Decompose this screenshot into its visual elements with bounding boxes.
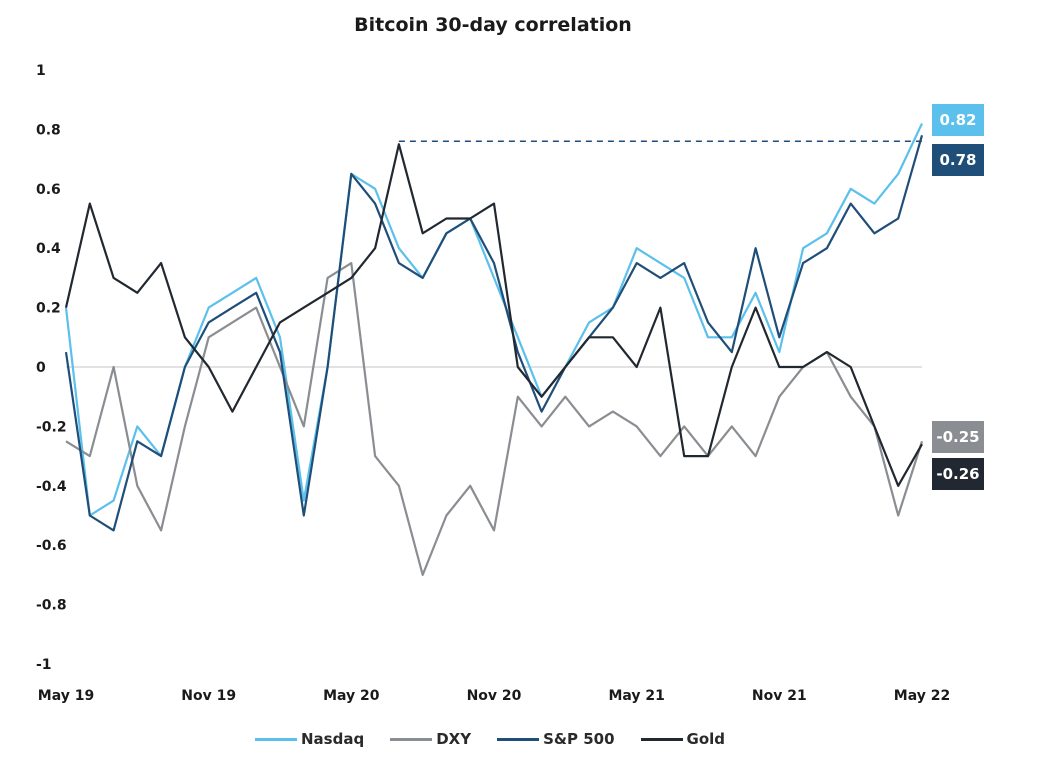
- legend-swatch: [255, 737, 297, 741]
- y-tick-label: 0.2: [36, 301, 61, 317]
- legend-label: S&P 500: [543, 730, 615, 748]
- x-tick-label: Nov 21: [752, 688, 807, 704]
- y-tick-label: 1: [36, 63, 46, 79]
- legend-label: DXY: [436, 730, 472, 748]
- end-value-label: -0.25: [936, 428, 979, 446]
- x-tick-label: May 20: [323, 688, 380, 704]
- y-tick-label: -1: [36, 657, 52, 673]
- legend-swatch: [640, 737, 683, 741]
- legend-item: S&P 500: [497, 730, 615, 748]
- legend: Nasdaq DXY S&P 500 Gold: [255, 730, 725, 748]
- y-tick-label: 0.4: [36, 241, 61, 257]
- legend-label: Nasdaq: [301, 730, 365, 748]
- legend-swatch: [497, 737, 540, 741]
- y-tick-label: 0.6: [36, 182, 61, 198]
- series-line-s-p-500: [64, 134, 924, 532]
- x-tick-label: Nov 20: [467, 688, 522, 704]
- y-tick-label: 0.8: [36, 122, 61, 138]
- chart-title: Bitcoin 30-day correlation: [354, 14, 632, 36]
- legend-swatch: [390, 737, 433, 741]
- y-tick-label: 0: [36, 360, 46, 376]
- end-value-box: [932, 458, 984, 490]
- legend-item: Nasdaq: [255, 730, 364, 748]
- end-value-box: [932, 421, 984, 453]
- legend-label: Gold: [686, 730, 726, 748]
- x-tick-label: May 21: [608, 688, 664, 704]
- x-tick-label: May 22: [894, 688, 950, 704]
- end-value-box: [932, 144, 984, 176]
- end-value-label: -0.26: [936, 465, 979, 483]
- y-tick-label: -0.4: [36, 479, 67, 495]
- series-line-nasdaq: [64, 123, 923, 517]
- y-tick-label: -0.2: [36, 419, 67, 435]
- series-line-gold: [64, 143, 923, 487]
- x-tick-label: May 19: [38, 688, 94, 704]
- series-line-dxy: [65, 262, 924, 577]
- end-value-label: 0.82: [939, 111, 976, 129]
- end-value-box: [932, 104, 984, 136]
- end-value-label: 0.78: [939, 151, 976, 169]
- y-tick-label: -0.8: [36, 598, 67, 614]
- x-tick-label: Nov 19: [181, 688, 236, 704]
- y-tick-label: -0.6: [36, 538, 67, 554]
- legend-item: DXY: [390, 730, 471, 748]
- legend-item: Gold: [640, 730, 726, 748]
